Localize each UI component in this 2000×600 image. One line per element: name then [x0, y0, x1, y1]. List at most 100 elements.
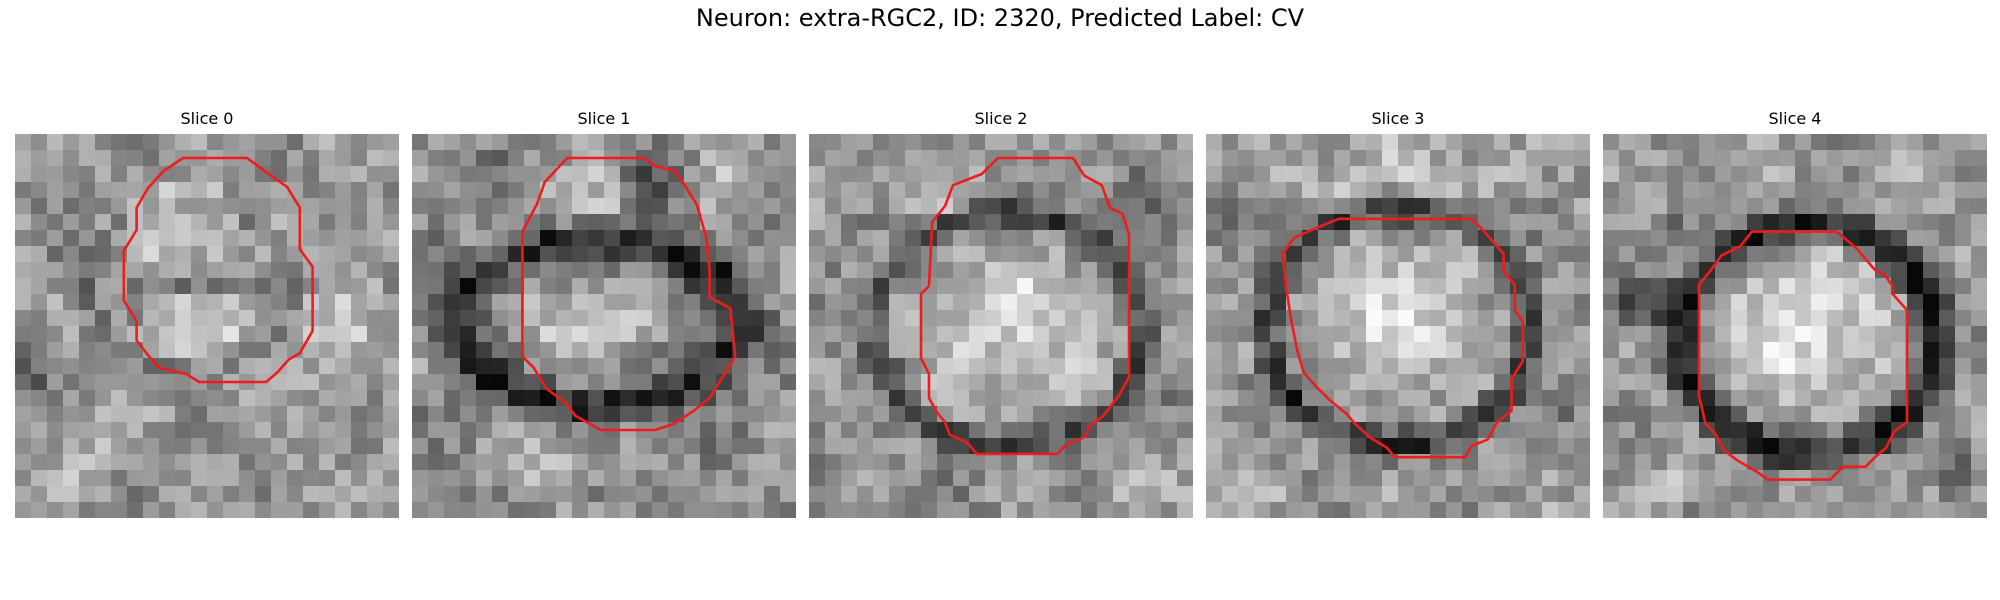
pixel	[1334, 374, 1351, 391]
pixel	[556, 454, 573, 471]
pixel	[1286, 166, 1303, 183]
pixel	[1097, 230, 1114, 247]
pixel	[572, 454, 589, 471]
pixel	[1795, 406, 1812, 423]
pixel	[684, 454, 701, 471]
pixel	[1478, 374, 1495, 391]
pixel	[1619, 358, 1636, 375]
pixel	[271, 406, 288, 423]
pixel	[1286, 486, 1303, 503]
pixel	[652, 214, 669, 231]
pixel	[428, 278, 445, 295]
pixel	[1065, 214, 1082, 231]
pixel	[1971, 454, 1987, 471]
pixel	[540, 198, 557, 215]
pixel	[460, 150, 477, 167]
pixel	[652, 390, 669, 407]
pixel	[873, 342, 890, 359]
pixel	[428, 454, 445, 471]
pixel	[335, 454, 352, 471]
pixel	[428, 438, 445, 455]
pixel	[460, 390, 477, 407]
pixel	[1811, 278, 1828, 295]
pixel	[1254, 246, 1271, 263]
pixel	[1859, 358, 1876, 375]
pixel	[287, 502, 304, 518]
pixel	[716, 502, 733, 518]
pixel	[1238, 166, 1255, 183]
pixel	[476, 198, 493, 215]
pixel	[1494, 486, 1511, 503]
pixel	[1859, 438, 1876, 455]
pixel	[476, 278, 493, 295]
pixel	[748, 182, 765, 199]
pixel	[1001, 294, 1018, 311]
pixel	[1049, 358, 1066, 375]
pixel	[668, 502, 685, 518]
pixel	[335, 278, 352, 295]
pixel	[732, 438, 749, 455]
pixel	[1334, 278, 1351, 295]
pixel	[63, 310, 80, 327]
pixel	[1254, 326, 1271, 343]
pixel	[1699, 262, 1716, 279]
pixel	[159, 502, 176, 518]
pixel	[1270, 438, 1287, 455]
pixel	[428, 358, 445, 375]
pixel	[1430, 326, 1447, 343]
pixel	[1651, 166, 1668, 183]
pixel	[604, 390, 621, 407]
pixel	[1526, 390, 1543, 407]
pixel	[1097, 470, 1114, 487]
pixel	[1683, 182, 1700, 199]
pixel	[351, 198, 368, 215]
pixel	[1542, 150, 1559, 167]
pixel	[572, 214, 589, 231]
pixel	[636, 134, 653, 151]
pixel	[1763, 134, 1780, 151]
pixel	[223, 390, 240, 407]
pixel	[556, 358, 573, 375]
pixel	[700, 294, 717, 311]
pixel	[1795, 246, 1812, 263]
pixel	[1430, 166, 1447, 183]
pixel	[428, 150, 445, 167]
slice-title-4: Slice 4	[1768, 109, 1822, 128]
pixel	[1635, 454, 1652, 471]
pixel	[1667, 198, 1684, 215]
pixel	[508, 294, 525, 311]
pixel	[572, 326, 589, 343]
pixel	[1366, 454, 1383, 471]
pixel	[1177, 438, 1193, 455]
pixel	[780, 390, 796, 407]
pixel	[1033, 342, 1050, 359]
pixel	[1859, 486, 1876, 503]
pixel	[716, 406, 733, 423]
pixel	[1699, 470, 1716, 487]
pixel	[825, 214, 842, 231]
pixel	[1603, 246, 1620, 263]
pixel	[985, 374, 1002, 391]
pixel	[1635, 134, 1652, 151]
pixel	[111, 342, 128, 359]
pixel	[1366, 422, 1383, 439]
pixel	[143, 502, 160, 518]
pixel	[1302, 246, 1319, 263]
pixel	[1478, 166, 1495, 183]
pixel	[1526, 294, 1543, 311]
pixel	[1430, 310, 1447, 327]
pixel	[668, 454, 685, 471]
segmentation-contour	[122, 156, 314, 384]
pixel	[905, 390, 922, 407]
pixel	[1859, 406, 1876, 423]
pixel	[524, 374, 541, 391]
pixel	[79, 182, 96, 199]
pixel	[748, 390, 765, 407]
pixel	[1033, 214, 1050, 231]
pixel	[1763, 342, 1780, 359]
pixel	[1081, 358, 1098, 375]
pixel	[857, 166, 874, 183]
pixel	[175, 198, 192, 215]
pixel	[684, 262, 701, 279]
pixel	[492, 326, 509, 343]
